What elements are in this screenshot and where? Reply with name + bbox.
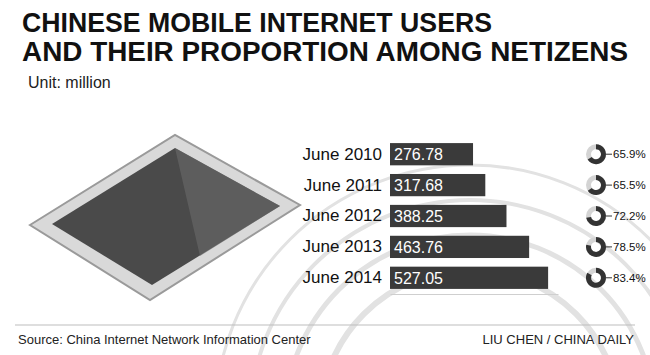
leader-line	[606, 154, 612, 155]
donut-track	[586, 206, 606, 226]
bar	[390, 267, 548, 289]
decoration	[30, 135, 650, 355]
swoosh	[285, 235, 650, 355]
donut: 65.5%	[586, 175, 646, 195]
bar	[390, 205, 506, 227]
data-label: 388.25	[394, 208, 443, 225]
title: CHINESE MOBILE INTERNET USERSAND THEIR P…	[22, 8, 628, 67]
donut-label: 65.5%	[613, 179, 646, 191]
category-label: June 2012	[303, 206, 382, 225]
donut-track	[586, 144, 606, 164]
bars	[390, 143, 548, 289]
donut-track	[586, 237, 606, 257]
data-label: 276.78	[394, 146, 443, 163]
leader-line	[606, 185, 612, 186]
tick: June 2011	[304, 176, 382, 195]
category-axis: June 2010 June 2011 June 2012 June 2013 June…	[303, 145, 382, 288]
bar	[390, 236, 529, 258]
donut: 72.2%	[586, 206, 646, 226]
bar	[390, 174, 485, 196]
chart: CHINESE MOBILE INTERNET USERSAND THEIR P…	[0, 0, 650, 355]
donut-arc	[588, 144, 606, 164]
tablet-glare	[175, 148, 280, 256]
value-axis	[391, 294, 559, 295]
tick: June 2014	[303, 268, 382, 287]
tick: June 2013	[303, 237, 382, 256]
donut: 65.9%	[586, 144, 646, 164]
donut: 83.4%	[586, 268, 646, 288]
source: Source: China Internet Network Informati…	[18, 332, 311, 347]
leader-line	[606, 277, 612, 278]
category-label: June 2013	[303, 237, 382, 256]
category-label: June 2014	[303, 268, 382, 287]
leader-line	[606, 216, 612, 217]
footer-rule	[15, 325, 635, 326]
donut-label: 83.4%	[613, 272, 646, 284]
tablet-body	[30, 135, 300, 300]
donuts: 65.9% 65.5% 72.2% 78.5% 83.4%	[586, 144, 646, 288]
credit: LIU CHEN / CHINA DAILY	[483, 332, 635, 347]
donut: 78.5%	[586, 237, 646, 257]
leader-line	[606, 246, 612, 247]
tick: June 2012	[303, 206, 382, 225]
title-line: CHINESE MOBILE INTERNET USERS	[22, 8, 492, 38]
donut-label: 65.9%	[613, 148, 646, 160]
data-labels: 276.78 317.68 388.25 463.76 527.05	[394, 146, 443, 287]
bar	[390, 143, 473, 165]
data-label: 463.76	[394, 239, 443, 256]
donut-arc	[586, 206, 606, 226]
donut-label: 72.2%	[613, 210, 646, 222]
category-label: June 2010	[303, 145, 382, 164]
axis-line	[391, 294, 559, 295]
subtitle: Unit: million	[28, 74, 111, 91]
tablet-screen	[52, 148, 280, 285]
donut-arc	[588, 175, 606, 195]
donut-arc	[586, 237, 606, 257]
donut-track	[586, 175, 606, 195]
data-label: 527.05	[394, 270, 443, 287]
donut-arc	[586, 268, 606, 288]
title-line: AND THEIR PROPORTION AMONG NETIZENS	[22, 37, 628, 67]
tick: June 2010	[303, 145, 382, 164]
donut-label: 78.5%	[613, 241, 646, 253]
donut-track	[586, 268, 606, 288]
category-label: June 2011	[304, 176, 382, 195]
data-label: 317.68	[394, 177, 443, 194]
